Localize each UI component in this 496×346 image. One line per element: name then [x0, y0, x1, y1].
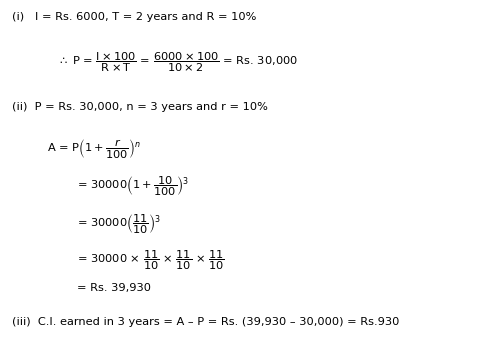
Text: = 30000$\left(\dfrac{11}{10}\right)^{3}$: = 30000$\left(\dfrac{11}{10}\right)^{3}$: [77, 213, 161, 236]
Text: A = P$\left(1+\dfrac{r}{100}\right)^{n}$: A = P$\left(1+\dfrac{r}{100}\right)^{n}$: [47, 137, 141, 160]
Text: = 30000$\left(1+\dfrac{10}{100}\right)^{3}$: = 30000$\left(1+\dfrac{10}{100}\right)^{…: [77, 175, 189, 198]
Text: = Rs. 39,930: = Rs. 39,930: [77, 283, 151, 293]
Text: (iii)  C.I. earned in 3 years = A – P = Rs. (39,930 – 30,000) = Rs.930: (iii) C.I. earned in 3 years = A – P = R…: [12, 317, 400, 327]
Text: (i)   I = Rs. 6000, T = 2 years and R = 10%: (i) I = Rs. 6000, T = 2 years and R = 10…: [12, 12, 257, 22]
Text: (ii)  P = Rs. 30,000, n = 3 years and r = 10%: (ii) P = Rs. 30,000, n = 3 years and r =…: [12, 102, 268, 112]
Text: $\therefore$ P = $\dfrac{\mathrm{I \times 100}}{\mathrm{R \times T}}$ = $\dfrac{: $\therefore$ P = $\dfrac{\mathrm{I \time…: [57, 50, 298, 74]
Text: = 30000 $\times$ $\dfrac{11}{10}$ $\times$ $\dfrac{11}{10}$ $\times$ $\dfrac{11}: = 30000 $\times$ $\dfrac{11}{10}$ $\time…: [77, 248, 225, 272]
